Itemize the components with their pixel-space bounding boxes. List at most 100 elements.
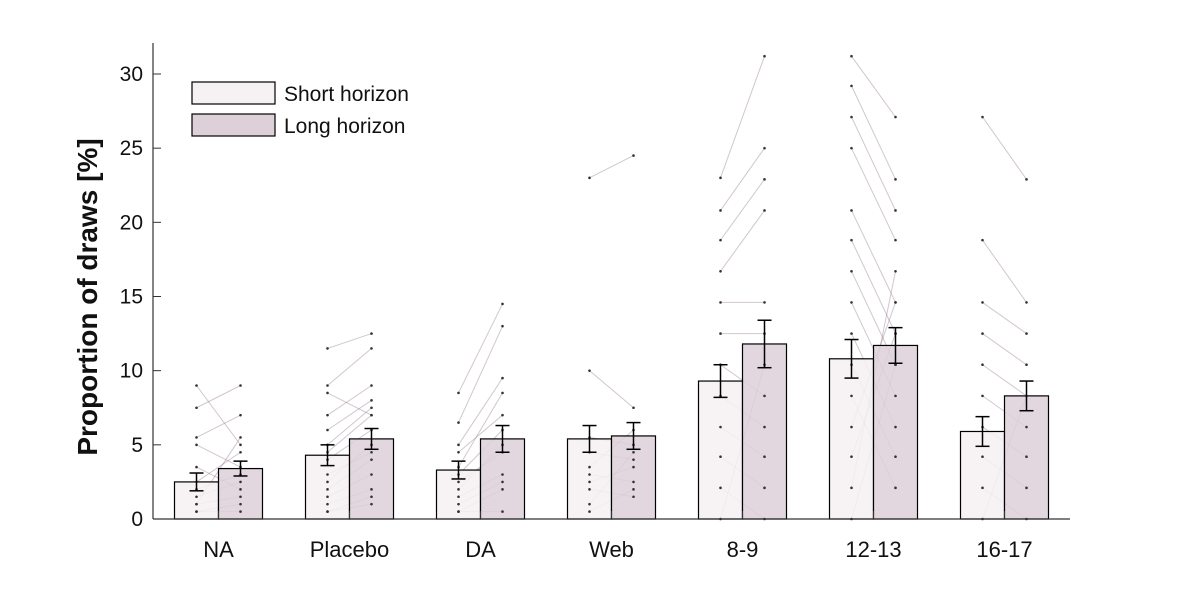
individual-dot [195, 384, 198, 387]
bar-long-12-13 [872, 344, 919, 520]
individual-dot [763, 54, 766, 58]
individual-dot [326, 428, 329, 432]
individual-dot [850, 301, 853, 304]
individual-dot [981, 238, 984, 242]
individual-dot [1025, 178, 1028, 181]
individual-dot [981, 332, 984, 335]
individual-dot [981, 394, 984, 398]
individual-dot [632, 480, 635, 484]
bars-layer [173, 343, 1050, 520]
individual-dot [719, 486, 722, 490]
individual-dot [239, 510, 242, 513]
individual-line [982, 364, 1027, 397]
legend-label-short-horizon: Short horizon [284, 83, 409, 106]
individual-dot [850, 238, 853, 242]
individual-dot [632, 495, 635, 499]
individual-dot [501, 488, 504, 491]
individual-dot [457, 391, 460, 395]
individual-line [851, 85, 896, 180]
individual-line [196, 385, 241, 409]
individual-dot [326, 480, 329, 484]
individual-dot [719, 425, 722, 429]
individual-dot [370, 413, 373, 417]
y-tick-label: 5 [131, 434, 143, 457]
x-tick-label: 16-17 [976, 537, 1032, 562]
individual-dot [239, 450, 242, 454]
individual-dot [719, 176, 722, 180]
individual-dot [763, 425, 766, 429]
individual-dot [326, 502, 329, 506]
individual-dot [326, 488, 329, 491]
individual-line [327, 414, 372, 453]
individual-dot [239, 436, 242, 439]
individual-dot [850, 269, 853, 273]
individual-line [851, 116, 896, 211]
y-axis-label: Proportion of draws [%] [72, 138, 103, 455]
individual-line [720, 147, 765, 211]
y-tick-label: 20 [120, 211, 143, 234]
individual-dot [894, 269, 897, 273]
individual-line [458, 303, 503, 394]
individual-line [327, 392, 372, 416]
individual-dot [326, 413, 329, 417]
bar-long-8-9 [741, 343, 788, 520]
individual-line [196, 444, 241, 468]
individual-dot [195, 406, 198, 410]
individual-dot [457, 480, 460, 484]
individual-dot [370, 502, 373, 506]
individual-dot [850, 425, 853, 429]
individual-dot [239, 413, 242, 417]
individual-dot [239, 502, 242, 506]
individual-dot [763, 301, 766, 304]
individual-dot [763, 178, 766, 181]
individual-dot [850, 332, 853, 335]
individual-dot [239, 488, 242, 491]
individual-dot [719, 209, 722, 212]
individual-dot [894, 178, 897, 181]
individual-dot [588, 510, 591, 513]
individual-dot [501, 510, 504, 513]
individual-line [458, 377, 503, 446]
individual-dot [894, 115, 897, 119]
individual-dot [632, 406, 635, 410]
individual-dot [501, 473, 504, 476]
individual-dot [457, 443, 460, 447]
individual-dot [763, 146, 766, 150]
individual-dot [501, 480, 504, 484]
individual-line [851, 239, 896, 334]
individual-dot [1025, 301, 1028, 304]
individual-dot [981, 363, 984, 367]
x-tick-label: 8-9 [727, 537, 759, 562]
legend-swatch-long-horizon [191, 113, 276, 137]
individual-dot [850, 115, 853, 119]
individual-line [720, 56, 765, 179]
individual-dot [457, 450, 460, 454]
individual-dot [850, 209, 853, 212]
individual-line [196, 385, 241, 446]
individual-line [327, 399, 372, 431]
individual-dot [850, 455, 853, 459]
individual-line [196, 451, 241, 483]
individual-dot [501, 376, 504, 380]
individual-dot [850, 54, 853, 58]
y-tick-label: 30 [120, 63, 143, 86]
individual-dot [370, 495, 373, 499]
bar-long-Placebo [348, 438, 395, 520]
individual-dot [195, 465, 198, 469]
individual-dot [1025, 363, 1028, 367]
individual-dot [326, 384, 329, 387]
individual-line [458, 414, 503, 453]
individual-dot [370, 384, 373, 387]
individual-dot [894, 209, 897, 212]
individual-dot [370, 406, 373, 410]
individual-line [589, 370, 634, 409]
individual-dot [850, 84, 853, 88]
individual-dot [501, 391, 504, 395]
individual-dot [457, 510, 460, 513]
individual-line [458, 392, 503, 468]
individual-dot [1025, 455, 1028, 459]
individual-dot [370, 458, 373, 461]
individual-dot [632, 154, 635, 157]
individual-dot [326, 391, 329, 395]
